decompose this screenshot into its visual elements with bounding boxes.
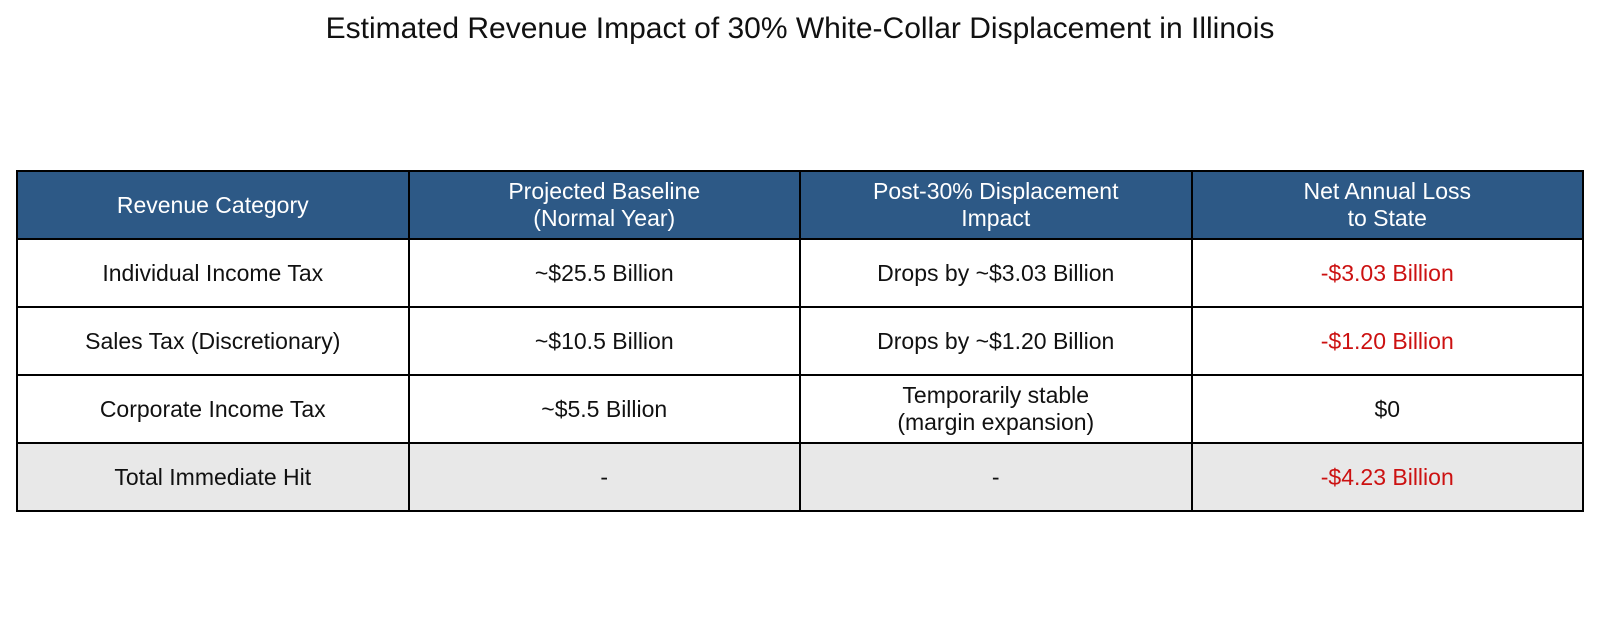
- cell-total-baseline: -: [407, 442, 801, 512]
- cell-category: Sales Tax (Discretionary): [16, 306, 410, 376]
- impact-line: Drops by ~$1.20 Billion: [877, 327, 1115, 354]
- cell-net-loss: -$1.20 Billion: [1190, 306, 1584, 376]
- cell-impact: Drops by ~$1.20 Billion: [799, 306, 1193, 376]
- cell-baseline: ~$5.5 Billion: [407, 374, 801, 444]
- header-line: Net Annual Loss: [1303, 178, 1471, 204]
- header-projected-baseline: Projected Baseline (Normal Year): [407, 170, 801, 240]
- cell-net-loss: -$3.03 Billion: [1190, 238, 1584, 308]
- header-revenue-category: Revenue Category: [16, 170, 410, 240]
- header-line: Projected Baseline: [508, 178, 701, 204]
- impact-line: Temporarily stable: [902, 382, 1090, 408]
- header-line: to State: [1347, 205, 1427, 231]
- cell-total-loss: -$4.23 Billion: [1190, 442, 1584, 512]
- header-net-annual-loss: Net Annual Loss to State: [1190, 170, 1584, 240]
- cell-impact: Temporarily stable (margin expansion): [799, 374, 1193, 444]
- cell-impact: Drops by ~$3.03 Billion: [799, 238, 1193, 308]
- header-line: Revenue Category: [116, 191, 309, 218]
- impact-line: Drops by ~$3.03 Billion: [877, 259, 1115, 286]
- cell-category: Individual Income Tax: [16, 238, 410, 308]
- table-header-row: Revenue Category Projected Baseline (Nor…: [16, 170, 1584, 240]
- chart-title: Estimated Revenue Impact of 30% White-Co…: [325, 12, 1275, 45]
- cell-baseline: ~$25.5 Billion: [407, 238, 801, 308]
- cell-total-impact: -: [799, 442, 1193, 512]
- cell-net-loss: $0: [1190, 374, 1584, 444]
- header-line: Impact: [961, 205, 1031, 231]
- table-row: Corporate Income Tax ~$5.5 Billion Tempo…: [16, 374, 1584, 444]
- cell-baseline: ~$10.5 Billion: [407, 306, 801, 376]
- impact-line: (margin expansion): [897, 409, 1095, 435]
- revenue-impact-table: Revenue Category Projected Baseline (Nor…: [16, 170, 1584, 512]
- cell-category: Corporate Income Tax: [16, 374, 410, 444]
- header-displacement-impact: Post-30% Displacement Impact: [799, 170, 1193, 240]
- table-row: Sales Tax (Discretionary) ~$10.5 Billion…: [16, 306, 1584, 376]
- cell-total-category: Total Immediate Hit: [16, 442, 410, 512]
- header-line: (Normal Year): [533, 205, 676, 231]
- table-row: Individual Income Tax ~$25.5 Billion Dro…: [16, 238, 1584, 308]
- header-line: Post-30% Displacement: [873, 178, 1119, 204]
- total-row: Total Immediate Hit - - -$4.23 Billion: [16, 442, 1584, 512]
